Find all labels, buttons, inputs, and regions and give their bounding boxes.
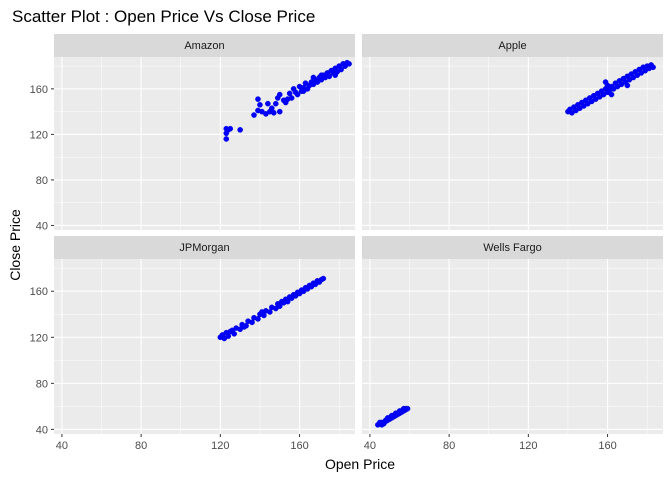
facet-wells-fargo: Wells Fargo 40 80 120 160 xyxy=(362,236,663,452)
data-point xyxy=(624,82,631,89)
data-point xyxy=(223,136,230,142)
data-point xyxy=(272,100,279,107)
data-point xyxy=(223,130,230,137)
x-tick-label: 120 xyxy=(519,440,537,452)
chart-title: Scatter Plot : Open Price Vs Close Price xyxy=(12,7,315,26)
y-tick-label: 80 xyxy=(36,378,48,390)
y-tick-label: 80 xyxy=(36,175,48,187)
facet-strip xyxy=(54,34,355,57)
data-point xyxy=(650,64,656,71)
y-tick-label: 120 xyxy=(30,332,48,344)
data-point xyxy=(326,73,333,80)
data-point xyxy=(257,102,263,108)
data-point xyxy=(259,309,265,315)
x-tick-label: 40 xyxy=(56,440,68,452)
facet-strip-label: Wells Fargo xyxy=(483,242,541,254)
data-point xyxy=(249,319,255,326)
data-point xyxy=(310,74,317,81)
y-axis-title: Close Price xyxy=(7,209,23,281)
data-point xyxy=(318,72,325,79)
data-point xyxy=(346,61,352,67)
x-tick-label: 40 xyxy=(364,440,376,452)
data-point xyxy=(251,112,257,118)
data-point xyxy=(300,88,307,94)
facet-strip-label: Apple xyxy=(498,40,526,52)
data-point xyxy=(338,66,344,73)
facet-apple: Apple xyxy=(362,34,663,230)
data-point xyxy=(255,316,261,322)
data-point xyxy=(227,125,234,132)
facet-strip xyxy=(54,236,355,259)
facet-strip-label: JPMorgan xyxy=(179,242,229,254)
data-point xyxy=(255,96,261,102)
data-point xyxy=(294,91,301,98)
y-tick-label: 40 xyxy=(36,220,48,232)
x-tick-label: 160 xyxy=(598,440,616,452)
facet-jpmorgan: JPMorgan 40 80 120 160 40 80 120 160 xyxy=(30,236,355,452)
data-point xyxy=(332,72,338,79)
data-point xyxy=(320,275,327,282)
data-point xyxy=(241,324,247,330)
data-point xyxy=(227,328,234,335)
data-point xyxy=(284,298,291,305)
facet-strip xyxy=(362,34,663,57)
data-point xyxy=(276,108,283,115)
data-point xyxy=(602,79,609,85)
data-point xyxy=(265,100,271,107)
x-tick-label: 120 xyxy=(211,440,229,452)
y-tick-label: 40 xyxy=(36,424,48,436)
data-point xyxy=(288,95,295,101)
data-point xyxy=(225,333,232,339)
y-tick-label: 120 xyxy=(30,129,48,141)
data-point xyxy=(276,303,283,310)
facet-grid: Amazon 40 80 120 160 Apple JPMorgan 40 80 120 160 4… xyxy=(30,34,663,452)
data-point xyxy=(267,309,273,315)
data-point xyxy=(276,91,283,98)
panel-background xyxy=(362,259,663,434)
facet-strip-label: Amazon xyxy=(184,40,224,52)
x-tick-label: 80 xyxy=(135,440,147,452)
data-point xyxy=(237,127,243,133)
data-point xyxy=(380,420,387,427)
data-point xyxy=(400,405,407,412)
facet-strip xyxy=(362,236,663,259)
x-axis-title: Open Price xyxy=(325,456,395,472)
data-point xyxy=(271,109,277,116)
facet-amazon: Amazon 40 80 120 160 xyxy=(30,34,355,232)
data-point xyxy=(608,91,615,98)
y-tick-label: 160 xyxy=(30,286,48,298)
x-tick-label: 160 xyxy=(290,440,308,452)
x-tick-label: 80 xyxy=(443,440,455,452)
y-tick-label: 160 xyxy=(30,84,48,96)
